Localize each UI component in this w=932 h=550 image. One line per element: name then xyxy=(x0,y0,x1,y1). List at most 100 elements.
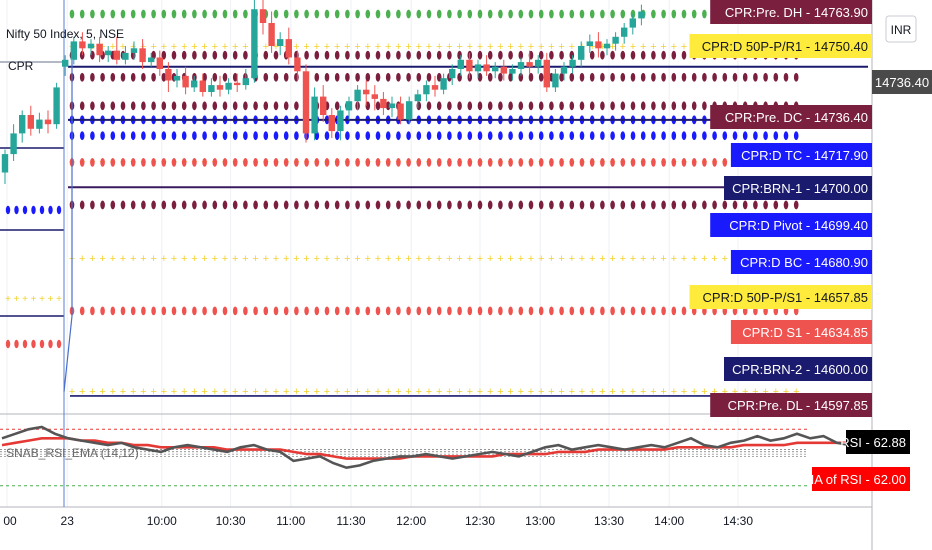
level-cross: + xyxy=(569,41,575,53)
ema-value-tag[interactable]: EMA of RSI - 62.00 xyxy=(795,467,910,491)
candle-body xyxy=(345,101,353,111)
level-dot xyxy=(457,306,462,316)
level-dot xyxy=(90,131,95,141)
level-cross: + xyxy=(181,253,187,265)
level-dot xyxy=(120,200,126,210)
prev-day-dot xyxy=(48,339,53,349)
level-cross: + xyxy=(150,253,156,265)
rsi-indicator-title[interactable]: SNAB_RSI_EMA (14,12) xyxy=(6,446,139,460)
level-dot xyxy=(79,306,85,316)
level-tag-background xyxy=(730,250,872,274)
level-dot xyxy=(579,131,585,141)
candle-body xyxy=(552,73,559,88)
level-dot xyxy=(487,101,493,111)
level-dot xyxy=(406,157,411,167)
level-dot xyxy=(498,9,503,19)
level-tag[interactable]: CPR:BRN-1 - 14700.00 xyxy=(724,176,872,200)
level-dot xyxy=(100,72,105,82)
level-dot xyxy=(426,157,432,167)
level-cross: + xyxy=(589,386,595,398)
level-dot xyxy=(487,72,493,82)
level-row xyxy=(69,9,799,19)
level-tag-label: CPR:D BC - 14680.90 xyxy=(740,255,868,270)
level-dot xyxy=(416,306,422,316)
level-tag[interactable]: CPR:Pre. DH - 14763.90 xyxy=(710,0,872,24)
candle xyxy=(251,0,258,83)
level-dot xyxy=(253,131,258,141)
candle xyxy=(173,69,181,88)
level-tag[interactable]: CPR:D BC - 14680.90 xyxy=(730,250,872,274)
level-dot xyxy=(671,200,677,210)
level-dot xyxy=(212,157,218,167)
level-cross: + xyxy=(110,386,116,398)
level-tag[interactable]: CPR:BRN-2 - 14600.00 xyxy=(724,357,872,381)
level-tag[interactable]: CPR:D Pivot - 14699.40 xyxy=(710,213,872,237)
level-dot xyxy=(549,131,554,141)
level-dot xyxy=(447,200,452,210)
level-cross: + xyxy=(120,253,126,265)
level-cross: + xyxy=(416,253,422,265)
level-dot xyxy=(620,131,626,141)
level-tag[interactable]: CPR:D 50P-P/S1 - 14657.85 xyxy=(689,285,873,309)
level-dot xyxy=(151,101,156,111)
level-cross: + xyxy=(303,386,309,398)
candle-body xyxy=(122,52,129,60)
level-cross: + xyxy=(538,386,544,398)
level-cross: + xyxy=(120,386,126,398)
level-dot xyxy=(518,50,524,60)
level-cross: + xyxy=(252,253,258,265)
level-dot xyxy=(630,306,636,316)
level-tag[interactable]: CPR:D 50P-P/R1 - 14750.40 xyxy=(689,34,873,58)
level-cross: + xyxy=(446,253,452,265)
level-dot xyxy=(120,157,126,167)
current-price-tag[interactable]: 14736.40 xyxy=(872,70,932,94)
level-dot xyxy=(161,9,167,19)
level-dot xyxy=(90,9,95,19)
level-cross: + xyxy=(212,386,218,398)
level-dot xyxy=(651,72,656,82)
rsi-value-tag[interactable]: RSI - 62.88 xyxy=(840,430,910,454)
level-dot xyxy=(90,306,95,316)
level-tag[interactable]: CPR:Pre. DC - 14736.40 xyxy=(710,105,872,129)
currency-badge[interactable]: INR xyxy=(885,15,917,43)
level-dot xyxy=(324,9,330,19)
level-dot xyxy=(130,131,136,141)
time-tick-label: 10:30 xyxy=(216,514,246,528)
level-dot xyxy=(467,131,473,141)
level-cross: + xyxy=(681,41,687,53)
level-dot xyxy=(324,131,330,141)
level-dot xyxy=(681,157,687,167)
level-cross: + xyxy=(293,41,299,53)
symbol-title[interactable]: Nifty 50 Index, 5, NSE xyxy=(6,27,124,41)
level-dot xyxy=(375,131,381,141)
level-dot xyxy=(477,72,483,82)
level-dot xyxy=(416,200,422,210)
level-dot xyxy=(620,50,626,60)
level-dot xyxy=(671,50,677,60)
candle-body xyxy=(603,43,611,49)
level-tag[interactable]: CPR:D TC - 14717.90 xyxy=(730,143,872,167)
level-cross: + xyxy=(528,41,534,53)
level-cross: + xyxy=(334,386,340,398)
level-tag[interactable]: CPR:Pre. DL - 14597.85 xyxy=(710,393,872,417)
candle xyxy=(535,55,542,74)
level-dot xyxy=(610,200,615,210)
level-dot xyxy=(355,72,360,82)
prev-day-dot xyxy=(39,339,45,349)
level-cross: + xyxy=(620,41,626,53)
level-cross: + xyxy=(161,41,167,53)
level-cross: + xyxy=(487,386,493,398)
candle-body xyxy=(320,96,327,115)
candle xyxy=(1,149,9,184)
candle-body xyxy=(543,59,550,88)
level-dot xyxy=(620,72,626,82)
level-dot xyxy=(538,200,544,210)
level-dot xyxy=(620,101,626,111)
level-dot xyxy=(549,306,554,316)
candle-body xyxy=(130,48,138,53)
level-dot xyxy=(559,131,564,141)
level-tag[interactable]: CPR:D S1 - 14634.85 xyxy=(730,320,872,344)
indicator-title[interactable]: CPR xyxy=(8,59,34,73)
level-cross: + xyxy=(375,386,381,398)
